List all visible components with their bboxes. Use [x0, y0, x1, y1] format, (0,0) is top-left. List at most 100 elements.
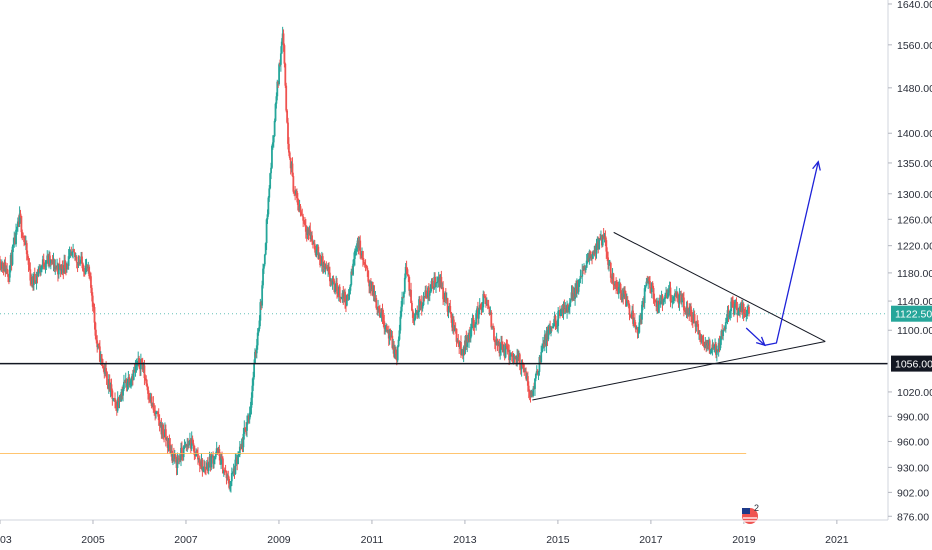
candle-body — [77, 262, 80, 266]
candle-body — [625, 293, 627, 307]
candle-body — [140, 359, 143, 364]
candle-body — [366, 267, 369, 271]
candle-body — [312, 241, 314, 244]
candle-body — [272, 136, 275, 143]
candle-body — [581, 270, 584, 277]
candle-body — [748, 307, 750, 314]
candle-body — [440, 276, 443, 289]
candle-body — [449, 306, 452, 313]
candle-body — [518, 354, 521, 365]
candle-body — [563, 304, 566, 310]
candle-body — [708, 340, 711, 354]
candle-body — [719, 339, 722, 349]
candle-body — [268, 188, 271, 198]
support-price-badge-label: 1056.00 — [895, 359, 932, 371]
candle-body — [114, 398, 116, 402]
candle-body — [744, 313, 747, 317]
time-axis[interactable]: 2003 2005 2007 2009 2011 2013 2015 2017 2019 2021 — [0, 520, 849, 546]
candle-body — [462, 347, 465, 356]
plot-background — [0, 0, 888, 520]
candle-body — [592, 252, 594, 259]
candle-body — [222, 470, 225, 474]
candle-body — [317, 246, 320, 259]
candle-body — [331, 278, 334, 285]
candle-body — [15, 229, 17, 245]
candle-body — [608, 264, 610, 266]
candle-body — [153, 409, 156, 411]
candlestick-series — [0, 26, 750, 493]
candle-body — [214, 454, 217, 458]
candle-body — [538, 356, 541, 372]
candle-body — [29, 269, 32, 281]
candle-body — [446, 298, 449, 312]
candle-body — [624, 290, 626, 294]
projection-arrow-path[interactable] — [745, 161, 819, 346]
candle-body — [672, 300, 675, 302]
candle-body — [568, 302, 571, 308]
candle-body — [296, 198, 299, 205]
candle-body — [199, 465, 202, 467]
candle-body — [94, 322, 97, 336]
currency-badge[interactable]: 2 — [742, 503, 759, 524]
price-axis[interactable]: 1640.00 1560.00 1480.00 1400.00 1350.00 1300.… — [888, 0, 932, 523]
triangle-lower-trendline[interactable] — [532, 340, 826, 401]
candle-body — [320, 264, 322, 266]
down-arrowhead — [755, 336, 766, 347]
candle-body — [123, 381, 125, 390]
candle-body — [552, 323, 555, 327]
candle-body — [712, 344, 715, 349]
y-tick-label: 1400.00 — [897, 128, 932, 140]
candle-body — [230, 481, 232, 487]
candle-body — [254, 351, 256, 363]
triangle-upper-trendline[interactable] — [613, 231, 826, 342]
candle-body — [134, 366, 137, 372]
candle-body — [292, 176, 295, 192]
y-tick-label: 1350.00 — [897, 158, 932, 170]
candle-body — [285, 85, 288, 111]
candle-body — [128, 377, 131, 386]
candle-body — [180, 447, 183, 455]
candle-body — [403, 292, 405, 298]
candle-body — [592, 252, 595, 254]
candle-body — [261, 285, 264, 306]
last-price-badge-label: 1122.50 — [895, 309, 932, 321]
y-tick-label: 1220.00 — [897, 241, 932, 253]
candle-body — [147, 387, 149, 394]
candle-body — [75, 256, 78, 263]
candle-body — [191, 438, 194, 444]
candle-body — [16, 226, 18, 230]
candle-body — [541, 348, 544, 353]
candle-body — [326, 267, 329, 271]
candle-body — [8, 265, 11, 278]
x-tick-label: 2021 — [825, 534, 849, 546]
candle-body — [201, 459, 204, 472]
candle-body — [150, 396, 153, 406]
candle-body — [507, 349, 510, 352]
candle-body — [234, 459, 237, 475]
y-tick-label: 960.00 — [897, 436, 929, 448]
candle-body — [472, 317, 475, 327]
candle-body — [190, 438, 193, 449]
candle-body — [213, 457, 216, 460]
candle-body — [373, 292, 376, 302]
candle-body — [639, 318, 642, 323]
candle-body — [182, 446, 185, 458]
candle-body — [278, 64, 280, 84]
candle-body — [45, 261, 48, 264]
candle-body — [304, 221, 306, 226]
candle-body — [289, 158, 292, 169]
candle-body — [263, 254, 266, 265]
candle-body — [110, 384, 113, 391]
candle-body — [90, 276, 92, 288]
y-tick-label: 1300.00 — [897, 189, 932, 201]
candle-body — [333, 281, 336, 292]
candle-body — [4, 262, 7, 273]
candle-body — [562, 304, 565, 314]
candle-body — [673, 295, 675, 301]
candle-body — [324, 266, 327, 269]
x-tick-label: 2019 — [732, 534, 756, 546]
candle-body — [197, 453, 199, 460]
candle-body — [183, 445, 186, 447]
candle-body — [266, 214, 269, 220]
